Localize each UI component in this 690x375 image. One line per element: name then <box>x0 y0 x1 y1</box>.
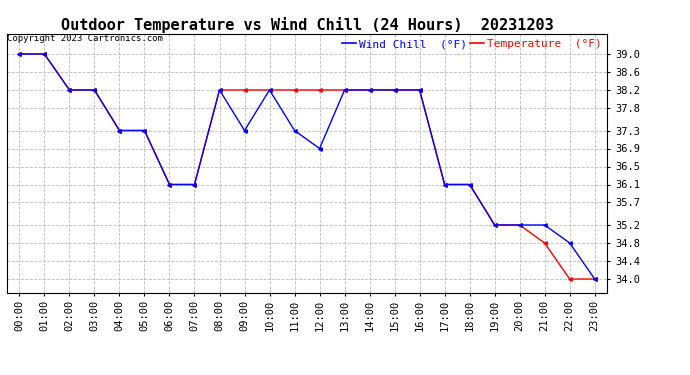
Legend: Wind Chill  (°F), Temperature  (°F): Wind Chill (°F), Temperature (°F) <box>342 39 602 49</box>
Text: Copyright 2023 Cartronics.com: Copyright 2023 Cartronics.com <box>7 34 163 43</box>
Title: Outdoor Temperature vs Wind Chill (24 Hours)  20231203: Outdoor Temperature vs Wind Chill (24 Ho… <box>61 16 553 33</box>
